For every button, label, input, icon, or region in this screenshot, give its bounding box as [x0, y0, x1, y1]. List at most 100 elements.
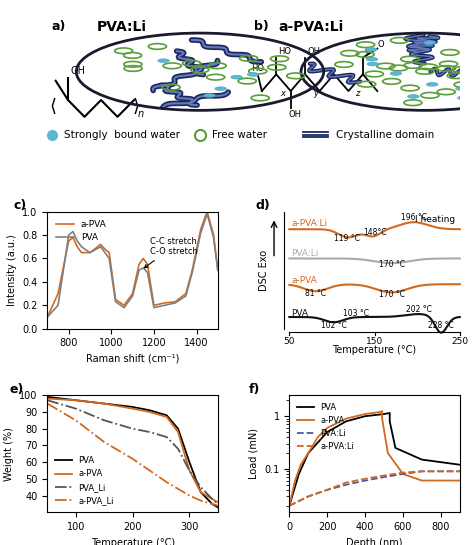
PVA:Li [286, 502, 292, 509]
Text: $\rangle$: $\rangle$ [132, 97, 139, 116]
PVA_Li [101, 417, 107, 423]
a-PVA_Li [215, 502, 221, 509]
PVA [145, 269, 150, 276]
PVA [87, 250, 93, 256]
a-PVA [286, 502, 292, 509]
Text: Free water: Free water [212, 130, 267, 140]
Text: Temperature (°C): Temperature (°C) [333, 345, 417, 355]
Text: $z$: $z$ [355, 89, 361, 98]
Circle shape [365, 47, 377, 51]
Text: HO: HO [278, 47, 292, 56]
a-PVA [362, 411, 368, 417]
PVA:Li [400, 471, 406, 477]
a-PVA [74, 244, 80, 250]
PVA [55, 302, 61, 308]
Circle shape [158, 59, 169, 63]
Text: O: O [365, 47, 372, 56]
Line: a-PVA: a-PVA [47, 398, 218, 502]
a-PVA_Li [101, 439, 107, 445]
PVA [98, 244, 103, 250]
a-PVA [87, 250, 93, 256]
a-PVA [164, 414, 170, 420]
PVA [215, 267, 221, 274]
PVA [79, 244, 84, 250]
PVA [324, 429, 330, 435]
a-PVA [419, 477, 425, 484]
PVA:Li [324, 487, 330, 493]
PVA_Li [210, 495, 215, 502]
a-PVA [98, 241, 103, 247]
a-PVA_Li [198, 498, 204, 504]
a-PVA_Li [73, 417, 79, 423]
Circle shape [424, 41, 436, 44]
PVA_Li [45, 397, 50, 403]
a-PVA [379, 415, 385, 422]
PVA [74, 238, 80, 244]
PVA [147, 407, 153, 414]
a-PVA [55, 290, 61, 297]
PVA:Li [343, 481, 349, 488]
PVA [198, 489, 204, 495]
PVA [45, 314, 50, 320]
a-PVA [130, 405, 136, 412]
PVA [106, 255, 112, 262]
Text: a-PVA: a-PVA [291, 276, 317, 285]
a-PVA [198, 226, 204, 233]
Text: 170 °C: 170 °C [379, 259, 405, 269]
Text: a): a) [52, 20, 66, 33]
Circle shape [247, 72, 259, 76]
Text: 103 °C: 103 °C [343, 309, 369, 318]
a-PVA_Li [164, 479, 170, 486]
PVA [151, 304, 157, 311]
a-PVA [438, 477, 444, 484]
PVA [211, 234, 217, 241]
Text: OH: OH [70, 65, 85, 76]
Circle shape [456, 87, 467, 90]
a-PVA [385, 450, 391, 456]
PVA [215, 504, 221, 511]
Legend: PVA, a-PVA, PVA_Li, a-PVA_Li: PVA, a-PVA, PVA_Li, a-PVA_Li [52, 453, 117, 508]
Text: 81 °C: 81 °C [305, 289, 326, 298]
PVA [190, 269, 195, 276]
PVA [198, 229, 204, 236]
a-PVA [121, 302, 127, 308]
a-PVA [292, 477, 298, 484]
a-PVA_Li [175, 486, 181, 492]
a-PVA [204, 208, 210, 215]
PVA [381, 411, 387, 417]
PVA [175, 426, 181, 432]
PVA [102, 250, 108, 256]
Circle shape [390, 72, 402, 75]
Text: O: O [377, 40, 384, 49]
PVA [140, 264, 146, 271]
Text: a-PVA:Li: a-PVA:Li [291, 219, 327, 228]
PVA_Li [198, 484, 204, 490]
PVA:Li [381, 474, 387, 480]
PVA_Li [130, 426, 136, 432]
PVA [73, 397, 79, 403]
a-PVA [173, 299, 178, 305]
Text: 119 °C: 119 °C [334, 234, 359, 243]
Text: d): d) [255, 199, 270, 213]
Text: e): e) [10, 383, 24, 396]
PVA [387, 418, 392, 425]
Line: a-PVA:Li: a-PVA:Li [289, 471, 460, 506]
PVA [70, 228, 76, 235]
X-axis label: Temperature (°C): Temperature (°C) [91, 537, 174, 545]
a-PVA [162, 300, 167, 306]
a-PVA [215, 267, 221, 274]
a-PVA [147, 409, 153, 415]
PVA:Li [457, 468, 463, 475]
Text: Strongly  bound water: Strongly bound water [64, 130, 180, 140]
a-PVA:Li [286, 502, 292, 509]
a-PVA [183, 290, 189, 297]
a-PVA [187, 467, 192, 474]
Text: f): f) [248, 383, 260, 396]
a-PVA:Li [305, 493, 311, 500]
Circle shape [427, 83, 438, 86]
Text: a-PVA:Li: a-PVA:Li [278, 20, 344, 34]
a-PVA:Li [381, 472, 387, 479]
Text: PVA:Li: PVA:Li [291, 249, 319, 258]
PVA [419, 456, 425, 463]
a-PVA:Li [438, 468, 444, 475]
